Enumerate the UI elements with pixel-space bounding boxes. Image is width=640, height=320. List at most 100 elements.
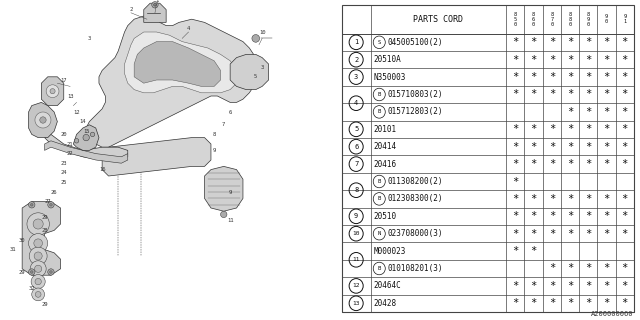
- Text: *: *: [531, 194, 537, 204]
- Text: PARTS CORD: PARTS CORD: [413, 15, 463, 24]
- Text: *: *: [604, 90, 610, 100]
- Text: *: *: [548, 298, 555, 308]
- Polygon shape: [29, 102, 58, 138]
- Text: 1: 1: [354, 39, 358, 45]
- Text: 20464C: 20464C: [374, 281, 401, 291]
- Text: 6: 6: [354, 144, 358, 150]
- Text: *: *: [621, 281, 628, 291]
- Text: *: *: [621, 124, 628, 134]
- Polygon shape: [42, 77, 64, 106]
- Text: B: B: [378, 179, 381, 184]
- Text: *: *: [604, 55, 610, 65]
- Text: *: *: [585, 194, 591, 204]
- Polygon shape: [45, 141, 128, 163]
- Text: 23: 23: [61, 161, 67, 166]
- Circle shape: [48, 202, 54, 208]
- Text: *: *: [531, 159, 537, 169]
- Text: *: *: [512, 298, 518, 308]
- Text: *: *: [567, 107, 573, 117]
- Circle shape: [152, 2, 158, 8]
- Text: *: *: [604, 124, 610, 134]
- Circle shape: [90, 132, 95, 137]
- Text: *: *: [548, 142, 555, 152]
- Text: 5: 5: [354, 126, 358, 132]
- Text: 015710803(2): 015710803(2): [388, 90, 444, 99]
- Text: 045005100(2): 045005100(2): [388, 38, 444, 47]
- Text: *: *: [531, 229, 537, 239]
- Text: 20510: 20510: [374, 212, 397, 221]
- Text: *: *: [621, 263, 628, 274]
- Text: *: *: [567, 90, 573, 100]
- Circle shape: [154, 4, 156, 6]
- Polygon shape: [86, 16, 259, 147]
- Text: 9
0: 9 0: [605, 14, 608, 24]
- Text: *: *: [531, 281, 537, 291]
- Text: 30: 30: [19, 237, 26, 243]
- Text: 6: 6: [228, 109, 232, 115]
- Text: 20: 20: [61, 132, 67, 137]
- Polygon shape: [205, 166, 243, 211]
- Text: 13: 13: [353, 301, 360, 306]
- Circle shape: [40, 117, 46, 123]
- Circle shape: [74, 139, 79, 143]
- Circle shape: [221, 211, 227, 218]
- Text: *: *: [604, 159, 610, 169]
- Text: *: *: [621, 211, 628, 221]
- Text: *: *: [621, 107, 628, 117]
- Text: *: *: [512, 55, 518, 65]
- Text: *: *: [548, 263, 555, 274]
- Text: *: *: [512, 194, 518, 204]
- Text: 21: 21: [67, 141, 74, 147]
- Text: 14: 14: [80, 119, 86, 124]
- Text: 010108201(3): 010108201(3): [388, 264, 444, 273]
- Text: *: *: [585, 124, 591, 134]
- Text: *: *: [567, 211, 573, 221]
- Text: *: *: [548, 37, 555, 47]
- Text: 8
7
0: 8 7 0: [550, 12, 554, 27]
- Text: A200000060: A200000060: [591, 311, 634, 317]
- Polygon shape: [125, 32, 237, 93]
- Text: *: *: [548, 159, 555, 169]
- Text: 7: 7: [354, 161, 358, 167]
- Text: *: *: [567, 72, 573, 82]
- Text: *: *: [585, 159, 591, 169]
- Text: *: *: [621, 72, 628, 82]
- Text: *: *: [567, 229, 573, 239]
- Text: 17: 17: [61, 77, 67, 83]
- Text: *: *: [567, 159, 573, 169]
- Text: 10: 10: [259, 29, 266, 35]
- Text: *: *: [585, 37, 591, 47]
- Text: *: *: [531, 298, 537, 308]
- Text: *: *: [585, 90, 591, 100]
- Text: *: *: [585, 55, 591, 65]
- Text: 8: 8: [354, 187, 358, 193]
- Circle shape: [31, 271, 33, 273]
- Text: *: *: [531, 72, 537, 82]
- Text: *: *: [604, 107, 610, 117]
- Text: 22: 22: [67, 151, 74, 156]
- Text: 9: 9: [228, 189, 232, 195]
- Text: *: *: [585, 211, 591, 221]
- Circle shape: [32, 288, 45, 301]
- Circle shape: [29, 234, 48, 253]
- Text: *: *: [567, 194, 573, 204]
- Text: 5: 5: [254, 74, 257, 79]
- Text: 16: 16: [99, 167, 106, 172]
- Text: N: N: [378, 231, 381, 236]
- Text: *: *: [567, 55, 573, 65]
- Text: N350003: N350003: [374, 73, 406, 82]
- Text: *: *: [621, 159, 628, 169]
- Text: 8
8
0: 8 8 0: [568, 12, 572, 27]
- Circle shape: [30, 261, 46, 277]
- Text: *: *: [531, 124, 537, 134]
- Text: *: *: [512, 281, 518, 291]
- Text: *: *: [621, 55, 628, 65]
- Text: 24: 24: [61, 170, 67, 175]
- Text: *: *: [604, 37, 610, 47]
- Text: *: *: [585, 298, 591, 308]
- Text: 1: 1: [155, 0, 158, 3]
- Circle shape: [29, 247, 47, 265]
- Circle shape: [50, 89, 55, 94]
- Text: 20510A: 20510A: [374, 55, 401, 64]
- Text: 20414: 20414: [374, 142, 397, 151]
